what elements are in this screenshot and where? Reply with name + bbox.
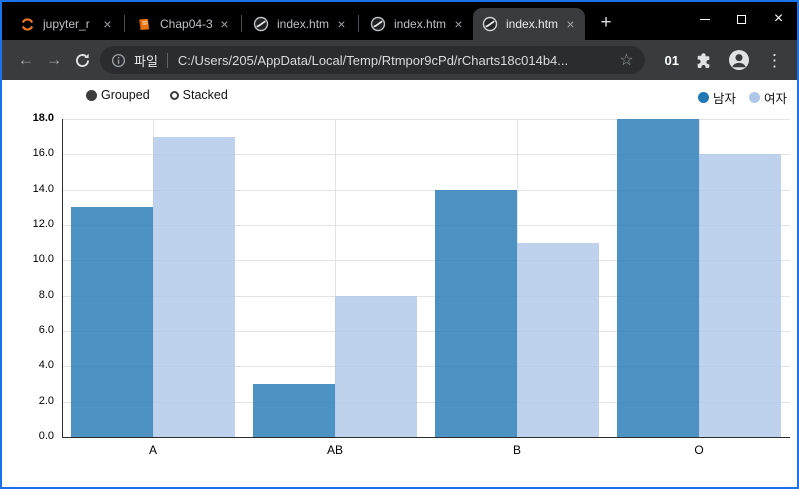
y-tick-label: 8.0 — [38, 288, 54, 301]
info-icon[interactable] — [111, 53, 126, 68]
legend-label: 남자 — [712, 92, 736, 106]
control-label: Stacked — [182, 88, 228, 102]
tab-separator — [358, 15, 359, 32]
legend-item-series1[interactable]: 여자 — [748, 88, 787, 107]
bar-series0-B[interactable] — [435, 189, 517, 437]
menu-dots-icon[interactable]: ⋮ — [766, 50, 783, 70]
x-axis-label: AB — [326, 443, 343, 457]
bar-series1-A[interactable] — [153, 136, 235, 437]
tab-separator — [124, 15, 125, 32]
bar-series0-A[interactable] — [71, 207, 153, 437]
tab-strip: jupyter_r × Chap04-3 × — [2, 2, 797, 40]
control-label: Grouped — [101, 88, 150, 102]
window-controls: × — [686, 2, 797, 36]
x-axis-line — [62, 437, 790, 438]
radio-filled-icon — [86, 89, 97, 101]
tab-title: index.htm — [506, 17, 559, 31]
legend-item-series0[interactable]: 남자 — [697, 88, 736, 107]
plot-area: 0.0 2.0 4.0 6.0 8.0 10.0 12.0 14.0 16.0 18.0 A AB B O — [2, 80, 797, 487]
y-gridline — [62, 154, 790, 156]
bookmark-star-icon[interactable]: ☆ — [619, 52, 634, 69]
x-axis-label: A — [148, 443, 157, 457]
bar-series0-AB[interactable] — [253, 384, 335, 437]
maximize-icon — [737, 14, 746, 24]
chart-controls: Grouped Stacked — [86, 88, 228, 102]
minimize-button[interactable] — [686, 2, 723, 36]
tab-close-icon[interactable]: × — [566, 15, 575, 32]
tab-close-icon[interactable]: × — [337, 15, 346, 32]
y-gridline — [62, 189, 790, 191]
book-icon — [136, 16, 152, 32]
tab-index-2[interactable]: index.htm × — [361, 8, 473, 40]
y-tick-label: 16.0 — [32, 147, 54, 160]
tab-title: index.htm — [277, 17, 330, 31]
page-content: Grouped Stacked 남자 여자 0.0 2.0 4.0 6.0 8.0 10.… — [2, 80, 797, 487]
jupyter-icon — [19, 16, 35, 32]
control-grouped[interactable]: Grouped — [86, 88, 150, 102]
y-tick-label: 4.0 — [38, 359, 54, 372]
legend-dot-icon — [748, 92, 760, 103]
legend-label: 여자 — [763, 92, 787, 106]
extensions-puzzle-icon[interactable] — [695, 52, 712, 69]
url-scheme-label: 파일 — [134, 53, 158, 69]
y-gridline — [62, 119, 790, 120]
y-tick-label: 18.0 — [32, 112, 54, 124]
bar-series1-B[interactable] — [517, 242, 599, 437]
address-bar[interactable]: 파일 C:/Users/205/AppData/Local/Temp/Rtmpo… — [100, 46, 645, 74]
close-icon: × — [773, 10, 784, 27]
tab-chap04[interactable]: Chap04-3 × — [127, 8, 239, 40]
maximize-button[interactable] — [723, 2, 760, 36]
minimize-icon — [699, 18, 710, 20]
y-tick-label: 2.0 — [38, 394, 54, 407]
url-text[interactable]: C:/Users/205/AppData/Local/Temp/Rtmpor9c… — [177, 52, 569, 68]
y-tick-label: 6.0 — [38, 324, 54, 336]
tab-separator — [241, 15, 242, 32]
y-gridline — [62, 331, 790, 332]
tab-index-active[interactable]: index.htm × — [473, 8, 585, 40]
tab-jupyter[interactable]: jupyter_r × — [10, 8, 122, 40]
profile-avatar[interactable] — [728, 49, 750, 71]
control-stacked[interactable]: Stacked — [169, 88, 228, 102]
forward-button[interactable]: → — [45, 50, 63, 69]
globe-icon — [370, 16, 386, 32]
y-tick-label: 0.0 — [38, 430, 54, 442]
y-gridline — [62, 295, 790, 297]
tab-title: index.htm — [394, 17, 447, 31]
x-axis-label: O — [694, 443, 704, 457]
tab-close-icon[interactable]: × — [454, 15, 463, 32]
y-tick-label: 10.0 — [32, 253, 54, 266]
chart-legend: 남자 여자 — [697, 88, 787, 107]
browser-toolbar: ← → 파일 C:/Users/205/AppData/Local/Temp/R… — [2, 40, 797, 80]
y-gridline — [62, 260, 790, 262]
tab-index-1[interactable]: index.htm × — [244, 8, 356, 40]
reload-button[interactable] — [68, 52, 96, 69]
globe-icon — [482, 16, 498, 32]
bar-series1-O[interactable] — [699, 154, 781, 437]
tab-title: Chap04-3 — [160, 17, 213, 31]
y-gridline — [62, 225, 790, 226]
x-gridline — [335, 119, 336, 437]
tab-close-icon[interactable]: × — [103, 15, 112, 32]
globe-icon — [253, 16, 269, 32]
back-button[interactable]: ← — [17, 50, 35, 69]
tab-title: jupyter_r — [43, 17, 90, 31]
y-tick-label: 14.0 — [32, 182, 54, 195]
radio-open-icon — [169, 90, 179, 100]
y-axis-line — [62, 119, 63, 437]
extension-badge[interactable]: 01 — [664, 52, 679, 68]
y-gridline — [62, 401, 790, 403]
bar-series0-O[interactable] — [617, 119, 699, 437]
tab-close-icon[interactable]: × — [220, 15, 229, 32]
close-button[interactable]: × — [760, 2, 797, 36]
bar-series1-AB[interactable] — [335, 295, 417, 437]
x-axis-label: B — [512, 443, 521, 457]
new-tab-button[interactable]: + — [600, 12, 612, 33]
url-divider — [166, 52, 168, 68]
legend-dot-icon — [697, 92, 709, 103]
y-gridline — [62, 366, 790, 368]
y-tick-label: 12.0 — [32, 218, 54, 230]
